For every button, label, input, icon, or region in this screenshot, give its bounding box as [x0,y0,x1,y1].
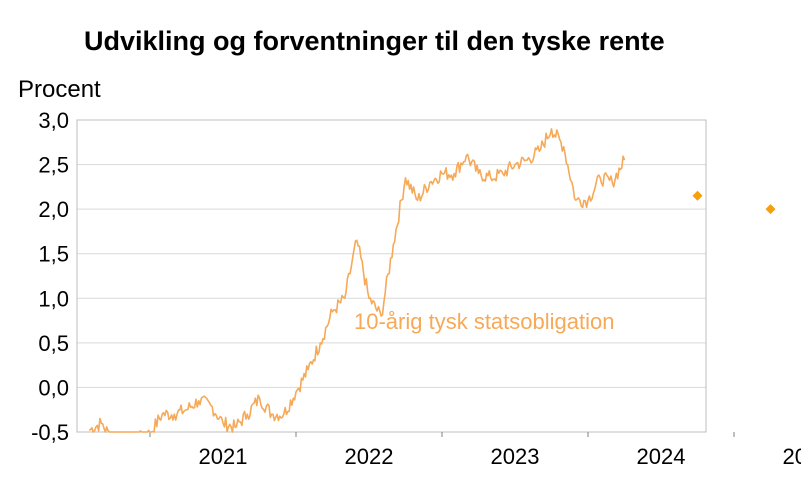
chart-title: Udvikling og forventninger til den tyske… [84,26,665,56]
y-tick-label: 0,5 [38,331,69,356]
y-tick-labels: -0,5 0,0 0,5 1,0 1,5 2,0 2,5 3,0 [31,108,69,445]
x-tick-labels: 2021 2022 2023 2024 2025 [199,444,801,469]
y-tick-label: 1,5 [38,242,69,267]
grid [76,119,735,437]
y-tick-label: -0,5 [31,420,69,445]
y-tick-label: 2,5 [38,153,69,178]
x-tick-label: 2022 [345,444,394,469]
y-tick-label: 1,0 [38,286,69,311]
x-tick-label: 2024 [637,444,686,469]
forecast-marker [765,204,776,215]
x-tick-label: 2021 [199,444,248,469]
y-axis-label: Procent [18,76,101,103]
series-annotation: 10-årig tysk statsobligation [354,309,614,334]
y-tick-label: 2,0 [38,197,69,222]
x-tick-label: 2025 [783,444,801,469]
series-layer [88,128,776,433]
series-line [88,128,626,433]
forecast-marker [692,190,703,201]
y-tick-label: 0,0 [38,375,69,400]
x-tick-label: 2023 [491,444,540,469]
y-tick-label: 3,0 [38,108,69,133]
plot-frame [76,119,707,433]
